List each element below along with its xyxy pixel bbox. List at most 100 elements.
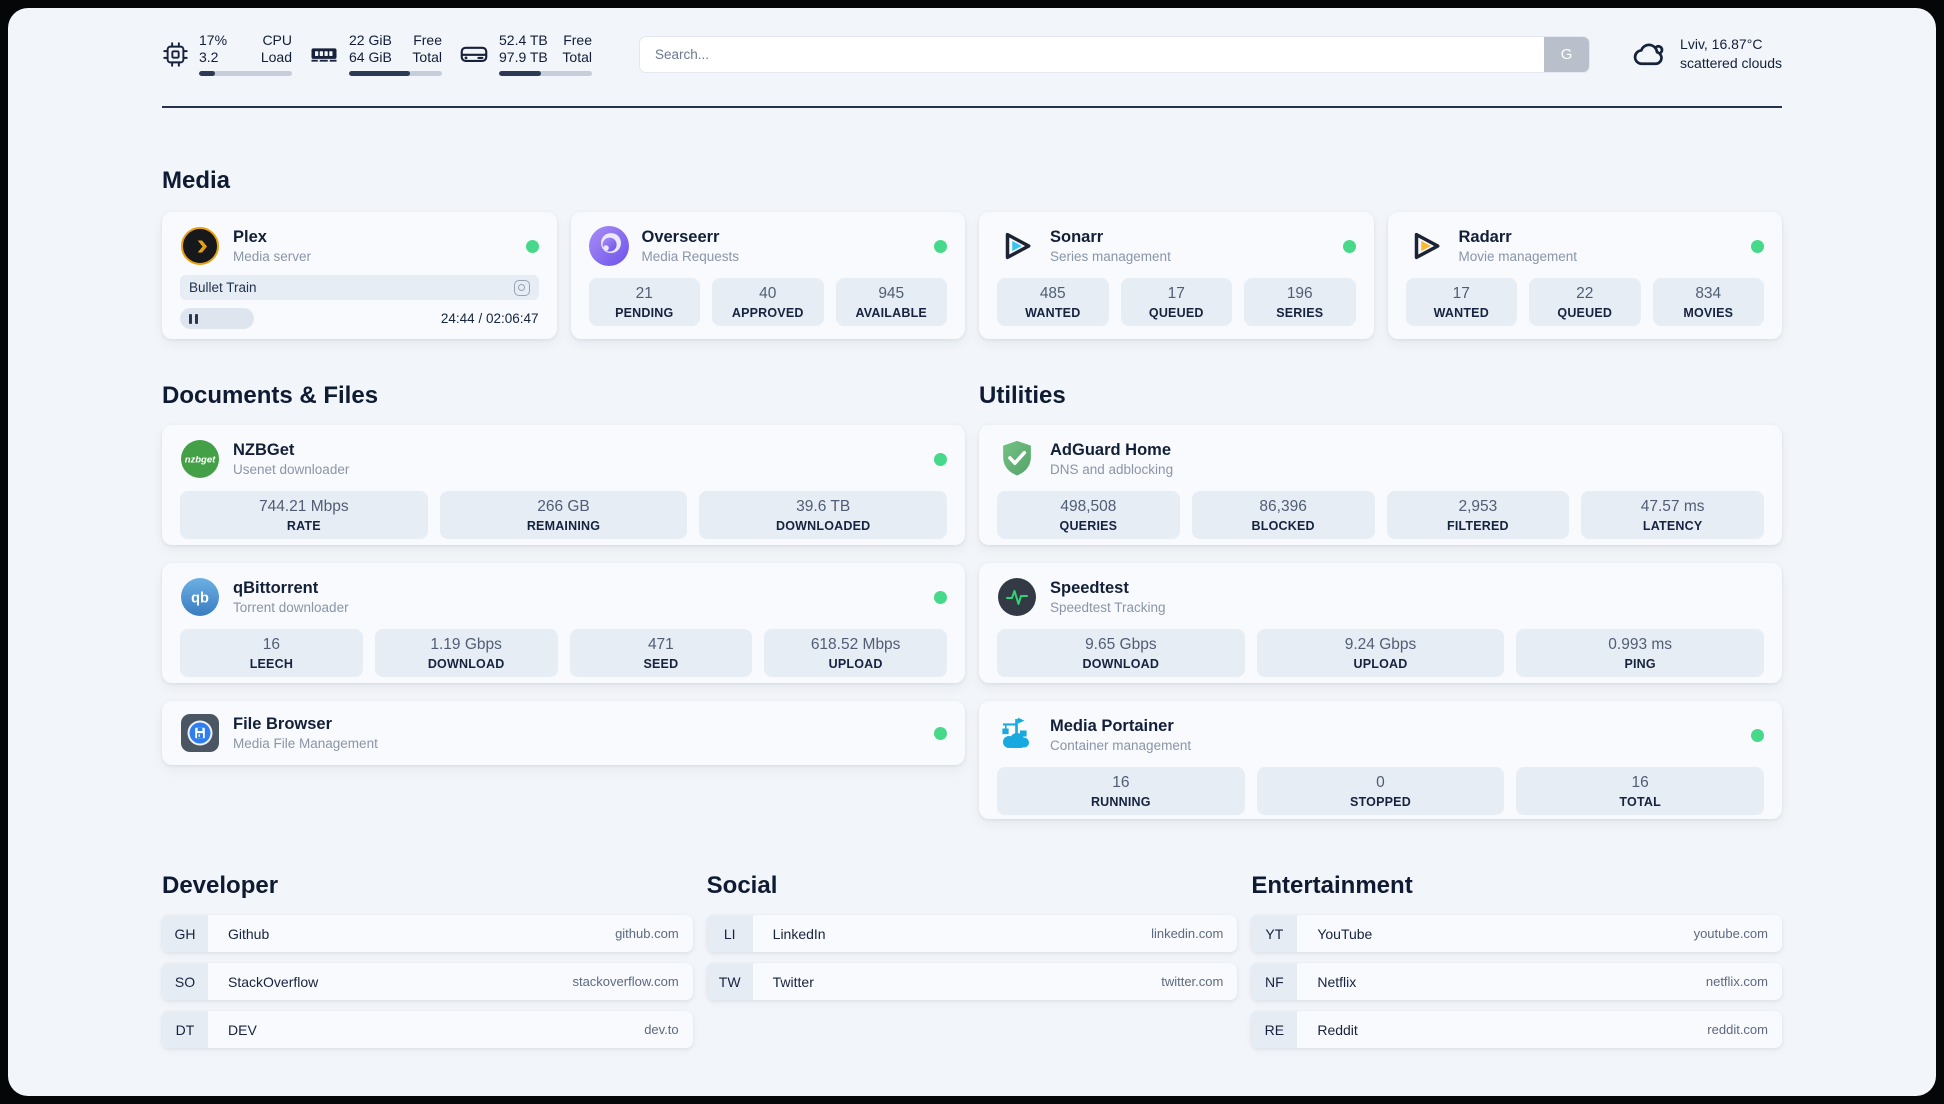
bookmark-abbr: NF <box>1251 963 1298 1000</box>
service-card-nzbget[interactable]: nzbget NZBGet Usenet downloader 744.21 M… <box>162 425 965 545</box>
service-desc: Container management <box>1050 737 1192 753</box>
service-name: Overseerr <box>641 227 720 246</box>
bookmark-github[interactable]: GH Github github.com <box>162 915 693 952</box>
status-dot <box>1751 728 1764 742</box>
weather-location: Lviv, 16.87°C <box>1680 36 1763 52</box>
stat-filtered: 2,953 FILTERED <box>1386 491 1570 539</box>
cpu-label2: Load <box>260 49 292 65</box>
search-input[interactable] <box>640 36 1545 72</box>
disk-label1: Free <box>563 32 592 48</box>
adguard-icon <box>997 439 1037 479</box>
stat-rate: 744.21 Mbps RATE <box>180 491 428 539</box>
service-card-sonarr[interactable]: Sonarr Series management 485 WANTED 17 QUE… <box>979 212 1374 339</box>
svg-text:nzbget: nzbget <box>185 455 216 466</box>
service-card-plex[interactable]: Plex Media server Bullet Train 24:44 / 0… <box>162 212 557 339</box>
service-card-portainer[interactable]: Media Portainer Container management 16 R… <box>979 701 1782 819</box>
service-card-radarr[interactable]: Radarr Movie management 17 WANTED 22 QUEUE… <box>1387 212 1782 339</box>
session-icon[interactable] <box>513 279 530 296</box>
bookmark-linkedin[interactable]: LI LinkedIn linkedin.com <box>706 915 1238 952</box>
bookmark-dev[interactable]: DT DEV dev.to <box>162 1011 693 1048</box>
stat-blocked: 86,396 BLOCKED <box>1191 491 1375 539</box>
service-desc: Media server <box>233 248 312 264</box>
search-bar: G <box>639 35 1591 73</box>
cpu-progress-bar <box>199 71 292 76</box>
weather-condition: scattered clouds <box>1680 55 1782 71</box>
disk-free: 52.4 TB <box>499 32 548 48</box>
status-dot <box>934 239 947 253</box>
disk-total: 97.9 TB <box>499 49 548 65</box>
pause-icon <box>189 313 192 324</box>
status-dot <box>1751 239 1764 253</box>
service-card-qbittorrent[interactable]: qb qBittorrent Torrent downloader 16 LEEC… <box>162 563 965 683</box>
service-name: Speedtest <box>1050 578 1129 597</box>
ram-total: 64 GiB <box>349 49 392 65</box>
bookmark-abbr: DT <box>162 1011 208 1048</box>
bookmark-reddit[interactable]: RE Reddit reddit.com <box>1251 1011 1782 1048</box>
bookmark-url: youtube.com <box>1693 926 1768 941</box>
ram-progress-bar <box>349 71 442 76</box>
ram-label1: Free <box>413 32 442 48</box>
status-dot <box>934 590 947 604</box>
stat-queued: 22 QUEUED <box>1529 278 1641 326</box>
sonarr-icon <box>997 226 1037 266</box>
ram-widget: 22 GiB Free 64 GiB Total <box>309 32 442 76</box>
bookmark-name: Reddit <box>1317 1021 1358 1038</box>
now-playing-row: Bullet Train <box>180 275 539 300</box>
service-desc: Media Requests <box>641 248 740 264</box>
bookmark-stackoverflow[interactable]: SO StackOverflow stackoverflow.com <box>162 963 693 1000</box>
status-dot <box>934 726 947 740</box>
service-card-speedtest[interactable]: Speedtest Speedtest Tracking 9.65 Gbps DO… <box>979 563 1782 683</box>
stat-download: 1.19 Gbps DOWNLOAD <box>374 629 558 677</box>
bookmark-abbr: GH <box>162 915 208 952</box>
bookmark-youtube[interactable]: YT YouTube youtube.com <box>1251 915 1782 952</box>
bookmark-url: reddit.com <box>1707 1022 1768 1037</box>
plex-icon <box>180 226 220 266</box>
stat-series: 196 SERIES <box>1244 278 1356 326</box>
cpu-icon <box>163 41 188 67</box>
cpu-load: 3.2 <box>199 49 219 65</box>
overseerr-icon <box>588 226 629 266</box>
header-divider <box>162 106 1782 108</box>
section-title-developer: Developer <box>162 872 279 899</box>
ram-icon <box>311 48 337 62</box>
ram-free: 22 GiB <box>349 32 392 48</box>
section-title-documents: Documents & Files <box>162 382 379 409</box>
qbittorrent-icon: qb <box>180 577 220 617</box>
service-desc: Series management <box>1050 248 1171 264</box>
bookmark-twitter[interactable]: TW Twitter twitter.com <box>706 963 1238 1000</box>
stat-remaining: 266 GB REMAINING <box>439 491 688 539</box>
stat-approved: 40 APPROVED <box>712 278 824 326</box>
radarr-icon <box>1406 226 1446 266</box>
service-desc: DNS and adblocking <box>1050 461 1174 477</box>
playback-time: 24:44 / 02:06:47 <box>440 311 539 326</box>
bookmark-name: Github <box>228 925 270 942</box>
bookmark-name: Netflix <box>1317 973 1357 990</box>
pause-button[interactable] <box>180 308 254 329</box>
stat-queries: 498,508 QUERIES <box>997 491 1180 539</box>
stat-movies: 834 MOVIES <box>1652 278 1764 326</box>
service-name: Radarr <box>1458 227 1512 246</box>
disk-widget: 52.4 TB Free 97.9 TB Total <box>459 32 592 76</box>
service-card-adguard[interactable]: AdGuard Home DNS and adblocking 498,508 Q… <box>979 425 1782 545</box>
status-dot <box>1342 239 1356 253</box>
bookmark-abbr: TW <box>706 963 753 1000</box>
stat-download: 9.65 Gbps DOWNLOAD <box>997 629 1245 677</box>
bookmark-url: netflix.com <box>1705 974 1768 989</box>
disk-icon <box>460 46 488 62</box>
bookmark-abbr: LI <box>706 915 753 952</box>
bookmark-url: github.com <box>615 926 679 941</box>
bookmark-url: stackoverflow.com <box>572 974 679 989</box>
stat-ping: 0.993 ms PING <box>1516 629 1764 677</box>
search-provider-button[interactable]: G <box>1544 36 1590 72</box>
service-card-filebrowser[interactable]: File Browser Media File Management <box>162 701 965 765</box>
service-desc: Media File Management <box>233 735 378 751</box>
weather-widget: Lviv, 16.87°C scattered clouds <box>1632 35 1782 73</box>
service-card-overseerr[interactable]: Overseerr Media Requests 21 PENDING 40 APP… <box>570 212 965 339</box>
stat-available: 945 AVAILABLE <box>835 278 947 326</box>
bookmark-netflix[interactable]: NF Netflix netflix.com <box>1251 963 1782 1000</box>
service-name: Plex <box>233 227 267 246</box>
bookmark-name: YouTube <box>1317 925 1373 942</box>
bookmark-abbr: SO <box>162 963 208 1000</box>
now-playing-title: Bullet Train <box>189 280 257 295</box>
bookmark-url: dev.to <box>644 1022 679 1037</box>
